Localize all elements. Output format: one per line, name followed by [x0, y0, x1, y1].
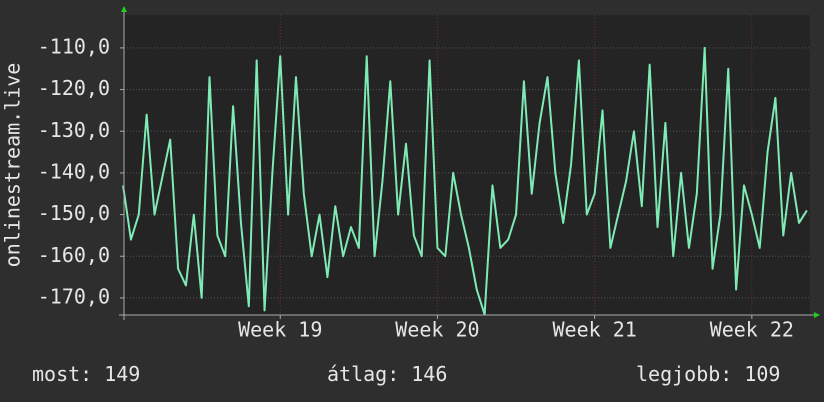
stat-value: 149	[104, 362, 140, 386]
x-arrow	[814, 312, 820, 318]
x-tick-label: Week 21	[552, 318, 636, 342]
x-tick-label: Week 20	[395, 318, 479, 342]
x-tick-label: Week 19	[238, 318, 322, 342]
y-tick-label: -150,0	[38, 201, 110, 225]
stat-label: most:	[32, 362, 92, 386]
plot-area	[124, 15, 810, 315]
stat: most: 149	[32, 362, 140, 386]
series-line	[122, 46, 808, 316]
y-tick-label: -160,0	[38, 243, 110, 267]
y-tick-label: -110,0	[38, 34, 110, 58]
stat: legjobb: 109	[636, 362, 780, 386]
y-tick-label: -120,0	[38, 76, 110, 100]
stat-value: 109	[744, 362, 780, 386]
x-tick-label: Week 22	[710, 318, 794, 342]
y-axis-title: onlinestream.live	[1, 63, 25, 268]
stat: átlag: 146	[327, 362, 447, 386]
stat-value: 146	[411, 362, 447, 386]
y-arrow	[121, 6, 127, 12]
stat-label: legjobb:	[636, 362, 732, 386]
stat-label: átlag:	[327, 362, 399, 386]
y-tick-label: -130,0	[38, 118, 110, 142]
y-tick-label: -140,0	[38, 159, 110, 183]
y-tick-label: -170,0	[38, 284, 110, 308]
